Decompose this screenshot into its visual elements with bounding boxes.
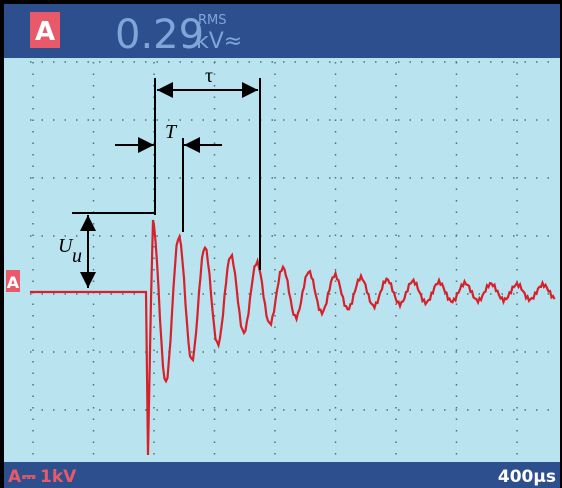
marker-label: A <box>7 273 20 292</box>
reading: 0.29 <box>115 12 204 58</box>
scope-screen: A 0.29 RMS kV≈ A τ T U u A ⎓ 1kV 400µs <box>0 0 562 488</box>
page: A 0.29 RMS kV≈ A τ T U u A ⎓ 1kV 400µs (… <box>0 0 562 488</box>
footer-channel: A <box>8 467 22 487</box>
channel-label: A <box>35 17 55 47</box>
top-bar <box>4 4 560 58</box>
tau-label: τ <box>205 65 213 87</box>
rms-label: RMS <box>198 13 227 28</box>
period-label: T <box>165 121 178 143</box>
amplitude-subscript: u <box>72 245 82 267</box>
footer-coupling: ⎓ <box>22 467 36 487</box>
footer-timebase: 400µs <box>498 467 556 487</box>
bottom-bar <box>4 462 560 488</box>
unit-label: kV≈ <box>196 29 242 54</box>
footer-scale: 1kV <box>40 467 77 487</box>
